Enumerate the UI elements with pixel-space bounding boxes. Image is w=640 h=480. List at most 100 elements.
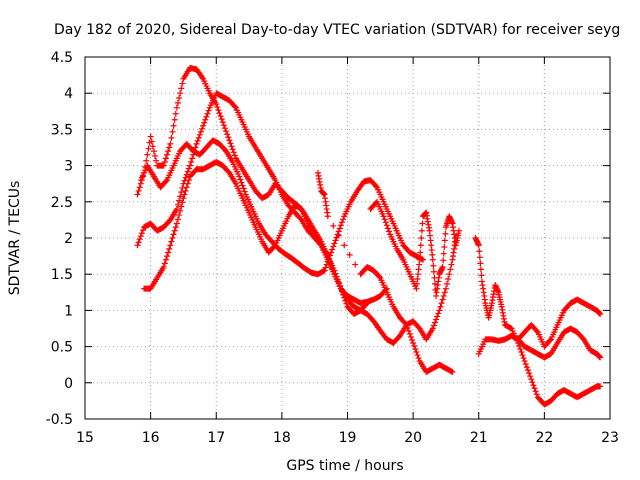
data-point (225, 168, 232, 175)
data-point (383, 222, 390, 229)
data-point (533, 327, 540, 334)
data-point (160, 162, 167, 169)
y-tick-label: -0.5 (46, 412, 73, 428)
data-point (330, 268, 337, 275)
data-point (376, 273, 383, 280)
data-point (324, 253, 331, 260)
y-tick-label: 0 (64, 376, 73, 392)
data-point (138, 230, 145, 237)
data-point (530, 382, 537, 389)
data-point (528, 376, 535, 383)
x-tick-label: 15 (76, 430, 94, 446)
data-point (321, 267, 328, 274)
data-point (579, 335, 586, 342)
data-point (161, 260, 168, 267)
data-point (437, 303, 444, 310)
axis-ticks: 15 16 17 18 19 20 21 22 23 -0.5 0 0.5 1 1.5 2 2.5 3 3.5 4 4… (46, 50, 619, 446)
data-point (177, 90, 184, 97)
data-point (519, 352, 526, 359)
data-point (171, 227, 178, 234)
data-point (135, 187, 142, 194)
data-point (477, 260, 484, 267)
data-points (134, 64, 604, 408)
data-point (185, 165, 192, 172)
y-tick-label: 2.5 (51, 195, 73, 211)
data-point (193, 140, 200, 147)
data-point (597, 311, 604, 318)
data-point (430, 322, 437, 329)
data-point (477, 266, 484, 273)
series-satellite-i (515, 325, 604, 361)
data-point (352, 261, 359, 268)
data-point (415, 324, 422, 331)
data-point (148, 138, 155, 145)
data-point (520, 355, 527, 362)
data-point (440, 292, 447, 299)
series-satellite-a (134, 64, 390, 307)
data-point (143, 157, 150, 164)
data-point (407, 333, 414, 340)
data-point (199, 125, 206, 132)
data-point (444, 280, 451, 287)
y-tick-label: 4.5 (51, 50, 73, 66)
data-point (447, 266, 454, 273)
data-point (171, 116, 178, 123)
data-point (174, 216, 181, 223)
data-point (137, 233, 144, 240)
data-point (218, 116, 225, 123)
data-point (196, 131, 203, 138)
data-point (433, 316, 440, 323)
data-point (183, 171, 190, 178)
data-point (134, 242, 141, 249)
data-point (162, 256, 169, 263)
data-point (174, 99, 181, 106)
data-point (442, 230, 449, 237)
data-point (168, 238, 175, 245)
data-point (527, 373, 534, 380)
data-point (516, 342, 523, 349)
data-point (181, 177, 188, 184)
data-point (532, 388, 539, 395)
data-point (215, 107, 222, 114)
data-point (340, 216, 347, 223)
data-point (170, 231, 177, 238)
data-point (406, 330, 413, 337)
data-point (334, 231, 341, 238)
data-point (413, 349, 420, 356)
data-point (415, 355, 422, 362)
y-tick-label: 4 (64, 86, 73, 102)
data-point (507, 324, 514, 331)
data-point (219, 119, 226, 126)
data-point (202, 116, 209, 123)
data-point (476, 248, 483, 255)
data-point (339, 219, 346, 226)
data-point (597, 354, 604, 361)
data-point (169, 128, 176, 135)
data-point (442, 285, 449, 292)
y-axis-label: SDTVAR / TECUs (7, 181, 23, 296)
data-point (226, 137, 233, 144)
data-point (546, 337, 553, 344)
data-point (223, 128, 230, 135)
data-point (200, 122, 207, 129)
data-point (330, 222, 337, 229)
data-point (166, 144, 173, 151)
data-point (478, 272, 485, 279)
data-point (182, 187, 189, 194)
data-point (217, 113, 224, 120)
data-point (381, 216, 388, 223)
y-tick-label: 0.5 (51, 340, 73, 356)
data-point (403, 321, 410, 328)
data-point (184, 180, 191, 187)
data-point (322, 264, 329, 271)
data-point (456, 227, 463, 234)
data-point (179, 184, 186, 191)
data-point (213, 101, 220, 108)
data-point (449, 368, 456, 375)
data-point (229, 146, 236, 153)
data-point (177, 207, 184, 214)
data-point (417, 242, 424, 249)
data-point (386, 228, 393, 235)
data-point (337, 222, 344, 229)
